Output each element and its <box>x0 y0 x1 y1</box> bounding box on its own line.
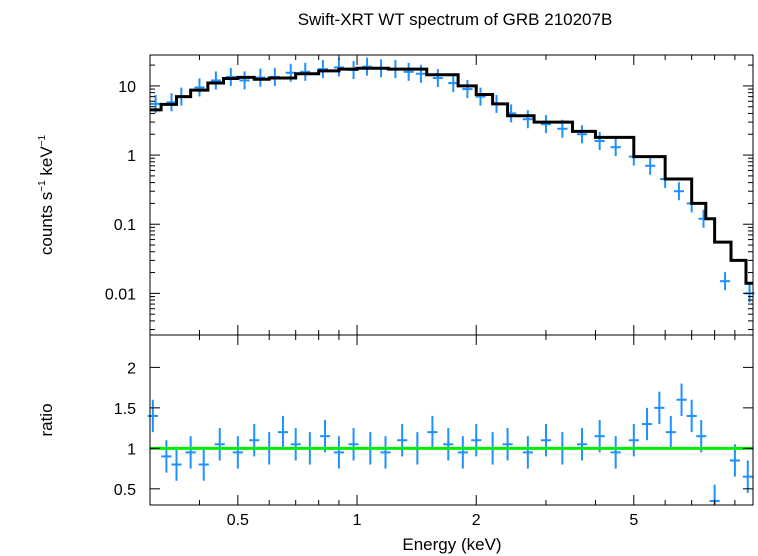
spectrum-y-tick-label: 1 <box>127 148 136 165</box>
spectrum-point <box>255 68 266 87</box>
ratio-data <box>147 383 753 505</box>
spectrum-point <box>673 182 685 201</box>
ratio-point <box>198 448 209 481</box>
ratio-point <box>290 428 301 461</box>
ratio-point <box>333 436 345 469</box>
spectrum-y-tick-label: 10 <box>118 79 136 96</box>
ratio-point <box>654 391 665 425</box>
spectrum-point <box>403 62 414 81</box>
x-axis-ticks: 0.5 1 2 5 <box>198 55 736 529</box>
spectrum-point <box>522 110 533 129</box>
ratio-point <box>427 415 438 449</box>
ratio-point <box>380 436 391 469</box>
ratio-y-tick-label: 0.5 <box>114 482 136 499</box>
spectrum-y-tick-label: 0.1 <box>114 217 136 234</box>
spectrum-point <box>361 57 373 76</box>
ratio-y-ticks: 0.5 1 1.5 2 <box>114 360 753 499</box>
ratio-point <box>147 399 158 433</box>
x-tick-label: 5 <box>629 512 638 529</box>
ratio-point <box>522 436 533 469</box>
spectrum-panel: 10 1 0.1 0.01 counts s−1 keV−1 <box>37 54 755 336</box>
x-tick-label: 2 <box>472 512 481 529</box>
ratio-point <box>576 428 588 461</box>
ratio-point <box>397 424 408 457</box>
spectrum-point <box>610 138 621 157</box>
ratio-point <box>277 415 289 449</box>
ratio-point <box>161 440 172 473</box>
ratio-frame <box>149 334 754 506</box>
spectrum-point <box>239 71 250 90</box>
ratio-y-tick-label: 1.5 <box>114 401 136 418</box>
ratio-point <box>540 424 552 457</box>
ratio-point <box>457 436 468 469</box>
ratio-point <box>610 436 621 469</box>
ratio-point <box>471 424 482 457</box>
x-tick-label: 1 <box>353 512 362 529</box>
spectrum-point <box>166 93 177 112</box>
spectrum-point <box>462 80 473 99</box>
chart-title: Swift-XRT WT spectrum of GRB 210207B <box>298 10 613 29</box>
ratio-point <box>742 460 753 493</box>
ratio-point <box>665 415 676 449</box>
ratio-point <box>443 428 454 461</box>
ratio-y-tick-label: 1 <box>127 441 136 458</box>
ratio-point <box>249 424 260 457</box>
ratio-point <box>214 428 225 461</box>
spectrum-y-tick-label: 0.01 <box>105 286 136 303</box>
spectrum-point <box>210 71 221 90</box>
spectrum-y-ticks: 10 1 0.1 0.01 <box>105 64 753 331</box>
spectrum-point <box>576 125 588 144</box>
ratio-y-tick-label: 2 <box>127 360 136 377</box>
spectrum-point <box>475 87 486 106</box>
spectrum-point <box>432 69 443 88</box>
spectrum-point <box>225 67 236 86</box>
spectrum-point <box>194 78 205 97</box>
x-axis-label: Energy (keV) <box>402 535 501 554</box>
ratio-point <box>348 428 359 461</box>
spectrum-point <box>594 131 605 150</box>
ratio-y-axis-label: ratio <box>37 403 56 436</box>
spectrum-point <box>645 156 656 175</box>
spectrum-data <box>150 57 755 303</box>
ratio-panel: 0.5 1 1.5 2 ratio <box>37 334 754 506</box>
spectrum-frame <box>149 54 754 336</box>
spectrum-point <box>300 62 311 81</box>
ratio-point <box>171 448 182 481</box>
ratio-point <box>628 424 639 457</box>
x-tick-label: 0.5 <box>227 512 249 529</box>
spectrum-point <box>415 64 427 83</box>
ratio-point <box>676 383 687 416</box>
spectrum-point <box>540 115 552 134</box>
spectrum-point <box>317 60 328 79</box>
spectrum-y-axis-label: counts s−1 keV−1 <box>37 134 56 255</box>
ratio-point <box>185 436 196 469</box>
spectrum-point <box>719 272 731 291</box>
ratio-point <box>686 399 697 433</box>
model-curve <box>150 66 753 285</box>
ratio-point <box>232 436 243 469</box>
ratio-point <box>641 407 653 441</box>
spectrum-point <box>333 58 345 77</box>
ratio-point <box>502 428 513 461</box>
